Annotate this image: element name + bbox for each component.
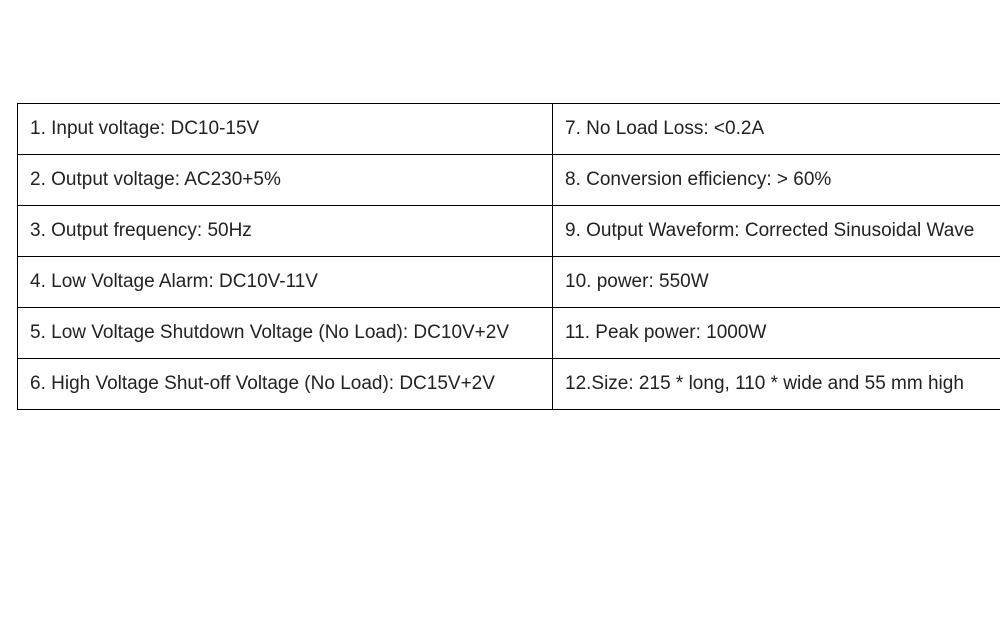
spec-cell: 9. Output Waveform: Corrected Sinusoidal… — [553, 206, 1000, 257]
spec-cell: 7. No Load Loss: <0.2A — [553, 104, 1000, 155]
spec-cell: 10. power: 550W — [553, 257, 1000, 308]
table-row: 6. High Voltage Shut-off Voltage (No Loa… — [18, 359, 1000, 410]
spec-cell: 1. Input voltage: DC10-15V — [18, 104, 553, 155]
specifications-table: 1. Input voltage: DC10-15V 7. No Load Lo… — [17, 103, 1000, 410]
specifications-tbody: 1. Input voltage: DC10-15V 7. No Load Lo… — [18, 104, 1000, 410]
spec-cell: 2. Output voltage: AC230+5% — [18, 155, 553, 206]
table-row: 4. Low Voltage Alarm: DC10V-11V 10. powe… — [18, 257, 1000, 308]
spec-cell: 3. Output frequency: 50Hz — [18, 206, 553, 257]
spec-cell: 8. Conversion efficiency: > 60% — [553, 155, 1000, 206]
spec-cell: 6. High Voltage Shut-off Voltage (No Loa… — [18, 359, 553, 410]
table-row: 3. Output frequency: 50Hz 9. Output Wave… — [18, 206, 1000, 257]
table-row: 2. Output voltage: AC230+5% 8. Conversio… — [18, 155, 1000, 206]
spec-cell: 4. Low Voltage Alarm: DC10V-11V — [18, 257, 553, 308]
table-row: 1. Input voltage: DC10-15V 7. No Load Lo… — [18, 104, 1000, 155]
table-row: 5. Low Voltage Shutdown Voltage (No Load… — [18, 308, 1000, 359]
spec-cell: 12.Size: 215 * long, 110 * wide and 55 m… — [553, 359, 1000, 410]
spec-cell: 5. Low Voltage Shutdown Voltage (No Load… — [18, 308, 553, 359]
spec-cell: 11. Peak power: 1000W — [553, 308, 1000, 359]
